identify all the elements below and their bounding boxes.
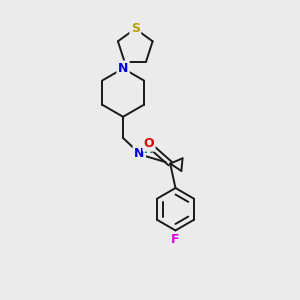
Text: S: S bbox=[131, 22, 140, 35]
Text: N: N bbox=[118, 62, 128, 75]
Text: F: F bbox=[171, 233, 180, 246]
Text: H: H bbox=[144, 145, 153, 155]
Text: O: O bbox=[144, 137, 154, 150]
Text: N: N bbox=[134, 147, 145, 160]
